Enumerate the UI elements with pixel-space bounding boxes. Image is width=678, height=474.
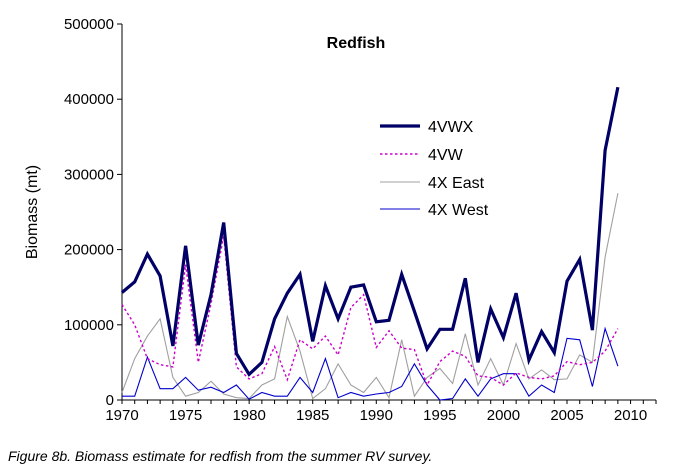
- legend-label-4vw: 4VW: [428, 147, 464, 164]
- y-axis: 0 100000 200000 300000 400000 500000: [64, 16, 123, 409]
- legend: 4VWX 4VW 4X East 4X West: [380, 119, 489, 219]
- x-tick-label: 1990: [360, 407, 393, 424]
- legend-label-4vwx: 4VWX: [428, 119, 474, 136]
- series-line-4vwx: [120, 86, 620, 377]
- y-tick-label: 400000: [64, 91, 114, 108]
- y-tick-label: 500000: [64, 16, 114, 33]
- figure-caption: Figure 8b. Biomass estimate for redfish …: [8, 448, 433, 464]
- x-tick-label: 1975: [169, 407, 202, 424]
- y-axis-title: Biomass (mt): [24, 165, 41, 259]
- y-tick-label: 300000: [64, 166, 114, 183]
- series-line-4x-east: [121, 193, 619, 400]
- y-tick-label: 100000: [64, 317, 114, 334]
- x-tick-label: 2010: [614, 407, 647, 424]
- x-axis: 1970 1975 1980 1985 1990 1995 2000 2005 2010: [105, 399, 657, 424]
- y-tick-label: 200000: [64, 242, 114, 259]
- x-tick-label: 1980: [232, 407, 265, 424]
- legend-label-4x-west: 4X West: [428, 202, 489, 219]
- x-tick-label: 2005: [550, 407, 583, 424]
- series-line-4vw: [121, 235, 619, 387]
- series-layer: [120, 86, 620, 401]
- series-line-4x-west: [122, 326, 619, 401]
- legend-label-4x-east: 4X East: [428, 175, 485, 192]
- chart-title: Redfish: [327, 35, 386, 52]
- x-tick-label: 1995: [423, 407, 456, 424]
- x-tick-label: 1985: [296, 407, 329, 424]
- x-tick-label: 2000: [487, 407, 520, 424]
- x-tick-label: 1970: [105, 407, 138, 424]
- y-tick-label: 0: [106, 392, 114, 409]
